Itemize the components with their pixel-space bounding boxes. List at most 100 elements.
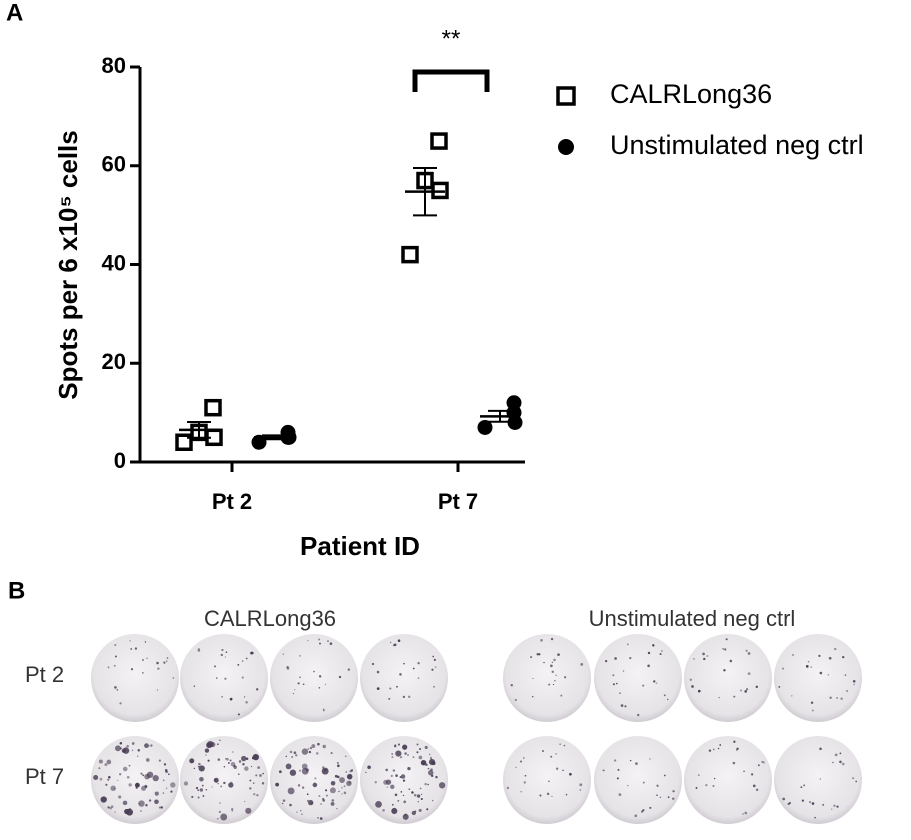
well-spot [616,682,618,685]
well-spot [252,754,259,761]
well-spot [312,782,318,788]
well-spot [618,793,622,797]
well-spot [191,795,194,799]
well-spot [107,666,110,669]
well-spot [213,665,216,668]
well-spot [367,765,371,770]
well-spot [300,810,302,812]
well-spot [322,766,325,769]
well-spot [394,744,397,748]
well-spot [223,766,226,768]
well-spot [250,651,253,655]
well-spot [346,773,353,780]
well-spot [642,684,645,687]
well-spot [226,757,229,761]
well-spot [218,810,221,814]
well-spot [402,779,406,782]
well-spot [237,713,240,716]
well-spot [349,769,352,773]
y-tick-label: 40 [102,250,126,275]
well-spot [551,670,554,674]
well-spot [435,775,438,779]
well-spot [249,779,252,782]
well-spot [752,784,756,788]
well-spot [163,763,167,766]
well-spot [122,800,128,806]
well-spot [166,660,168,662]
well-spot [399,756,403,759]
well-spot [408,788,411,791]
well-spot [536,653,539,656]
well-spot [285,763,292,770]
well-spot [402,813,409,820]
well-spot [204,748,210,753]
data-point [430,132,448,150]
well-spot [217,782,219,785]
well-spot [93,774,99,781]
well-spot [385,779,392,785]
well-spot [629,656,632,660]
well [594,736,682,824]
well-spot [733,695,736,698]
well-spot [241,660,244,662]
well-spot [627,643,629,646]
well-spot [105,783,108,786]
well-spot [520,791,522,793]
well-spot [119,773,122,776]
well-spot [810,666,812,668]
x-tick-label: Pt 7 [438,489,478,514]
well-spot [245,657,248,660]
well-spot [703,657,706,661]
well-spot [106,759,112,765]
well-spot [420,797,423,801]
significance-bracket [412,69,490,92]
well-spot [166,657,169,659]
well-spot [199,776,204,782]
well-spot [205,788,208,791]
well-spot [400,791,403,793]
well-spot [322,744,326,749]
well-spot [782,797,786,801]
well-spot [389,641,392,644]
well-spot [399,673,402,676]
error-bar [187,421,211,439]
well-spot [831,808,833,810]
well-spot [634,814,638,818]
well-spot [329,787,336,794]
well-spot [160,806,163,809]
well-spot [217,758,221,761]
well-spot [201,784,204,787]
well [774,736,862,824]
well-spot [330,751,333,755]
well-spot [695,786,698,789]
well-spot [197,796,200,799]
well-spot [755,788,759,791]
well-spot [420,759,427,766]
well-spot [392,644,396,647]
well-spot [341,786,343,789]
well-spot [705,783,708,787]
well-spot [417,800,419,803]
well-spot [653,680,656,683]
well-spot [371,662,375,666]
well-spot [152,774,159,782]
well-spot [541,749,545,753]
well-spot [148,745,150,747]
well-spot [614,657,617,660]
well-spot [297,784,301,787]
well-spot [205,754,207,756]
well-spot [747,672,751,675]
well-spot [126,775,130,779]
well-spot [318,795,321,797]
well-spot [157,667,160,670]
well-spot [221,696,223,698]
well-spot [224,656,227,658]
well-spot [761,761,764,763]
well-spot [320,803,322,805]
well-spot [391,756,394,759]
well-spot [416,743,419,746]
well-spot [281,802,284,805]
well-spot [131,742,135,745]
well-spot [98,767,101,770]
well-spot [313,670,315,673]
